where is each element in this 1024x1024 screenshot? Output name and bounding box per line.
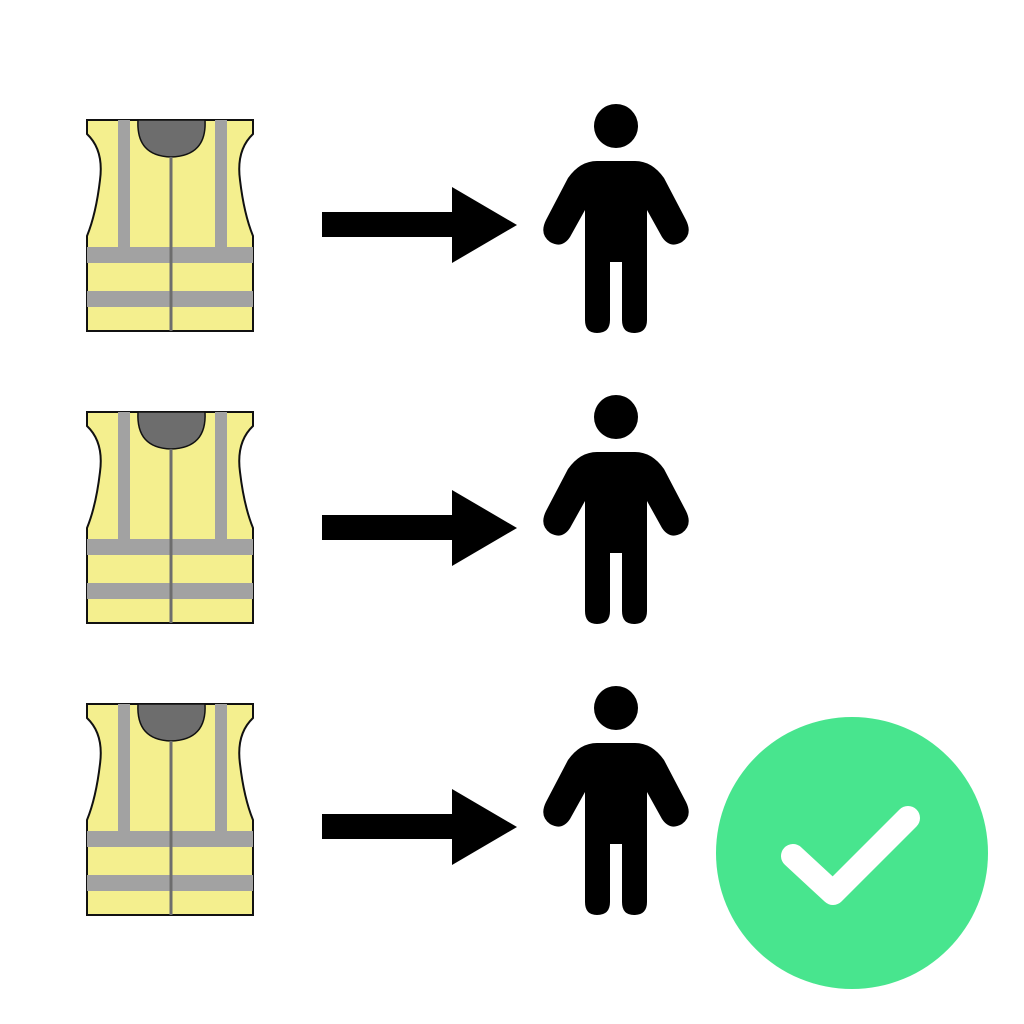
safety-vest-icon <box>85 702 255 917</box>
row-3 <box>85 686 689 917</box>
person-icon <box>543 686 689 915</box>
safety-vest-icon <box>85 118 255 333</box>
safety-vest-icon <box>85 410 255 625</box>
row-1 <box>85 104 689 333</box>
row-2 <box>85 395 689 625</box>
person-icon <box>543 104 689 333</box>
arrow-right-icon <box>322 490 517 566</box>
person-icon <box>543 395 689 624</box>
arrow-right-icon <box>322 789 517 865</box>
checkmark-circle-icon <box>716 717 988 989</box>
arrow-right-icon <box>322 187 517 263</box>
